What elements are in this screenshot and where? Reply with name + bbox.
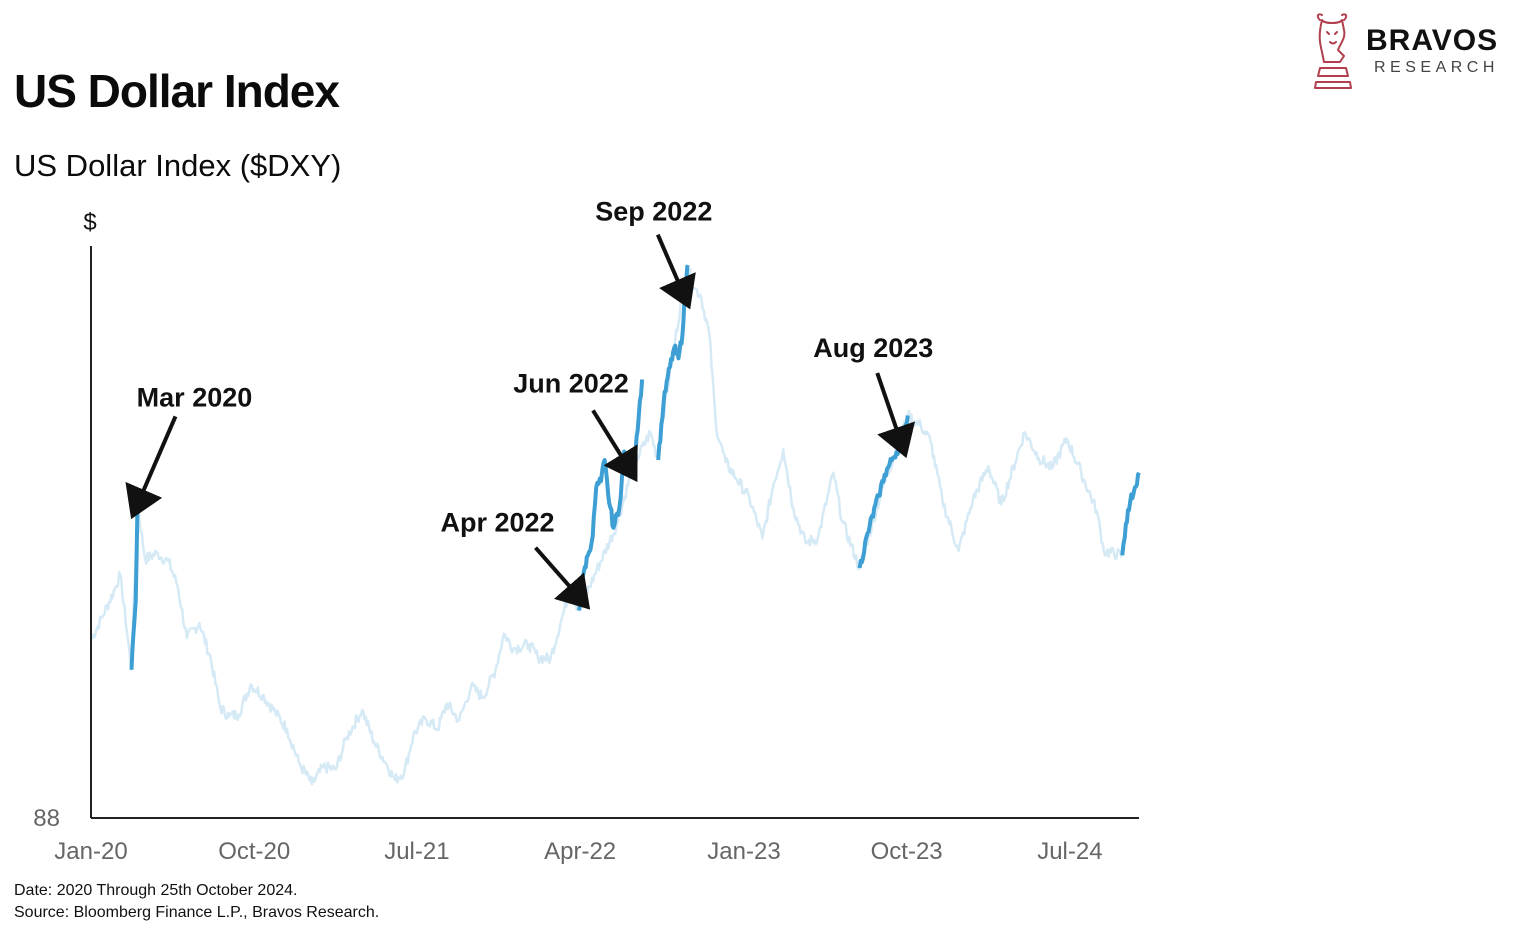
- bravos-logo: BRAVOS RESEARCH: [1310, 12, 1510, 94]
- annotation-arrow: [125, 415, 178, 520]
- annotation-arrow: [591, 409, 638, 483]
- series-layer: [89, 263, 1141, 786]
- chart-subtitle: US Dollar Index ($DXY): [14, 148, 342, 183]
- logo-name: BRAVOS: [1366, 24, 1499, 57]
- annotation-label: Mar 2020: [137, 382, 253, 412]
- x-tick-layer: Jan-20 Oct-20 Jul-21 Apr-22 Jan-23 Oct-23 Jul-…: [54, 838, 1102, 865]
- footnote-source: Source: Bloomberg Finance L.P., Bravos R…: [14, 904, 380, 921]
- annotation-label: Sep 2022: [595, 197, 712, 227]
- annotation-arrow: [875, 372, 916, 459]
- highlight-series-line-3: [656, 264, 690, 461]
- logo-subtitle: RESEARCH: [1374, 59, 1499, 76]
- x-tick-label: Jul-24: [1037, 838, 1102, 865]
- bull-chess-knight-icon: [1314, 13, 1352, 89]
- annotation-arrow: [534, 546, 591, 610]
- y-axis-label: $: [83, 209, 96, 236]
- annotation-label: Aug 2023: [813, 333, 933, 363]
- background-series-line: [89, 263, 1124, 786]
- x-tick-label: Jan-23: [707, 838, 780, 865]
- y-tick-label: 88: [33, 805, 60, 832]
- highlight-series-line-1: [129, 504, 140, 670]
- annotation-layer: Mar 2020 Apr 2022 Jun 2022 Sep 2022 Aug 2023: [125, 197, 933, 610]
- x-tick-label: Jan-20: [54, 838, 127, 865]
- page-title: US Dollar Index: [14, 65, 340, 117]
- highlight-series-line-2: [577, 379, 645, 611]
- annotation-label: Apr 2022: [441, 508, 555, 538]
- x-tick-label: Oct-23: [871, 838, 943, 865]
- annotation-arrow: [655, 233, 696, 310]
- x-tick-label: Jul-21: [384, 838, 449, 865]
- footnote-date: Date: 2020 Through 25th October 2024.: [14, 882, 298, 899]
- annotation-label: Jun 2022: [513, 368, 629, 398]
- x-tick-label: Apr-22: [544, 838, 616, 865]
- x-tick-label: Oct-20: [218, 838, 290, 865]
- highlight-series-line-5: [1120, 471, 1141, 556]
